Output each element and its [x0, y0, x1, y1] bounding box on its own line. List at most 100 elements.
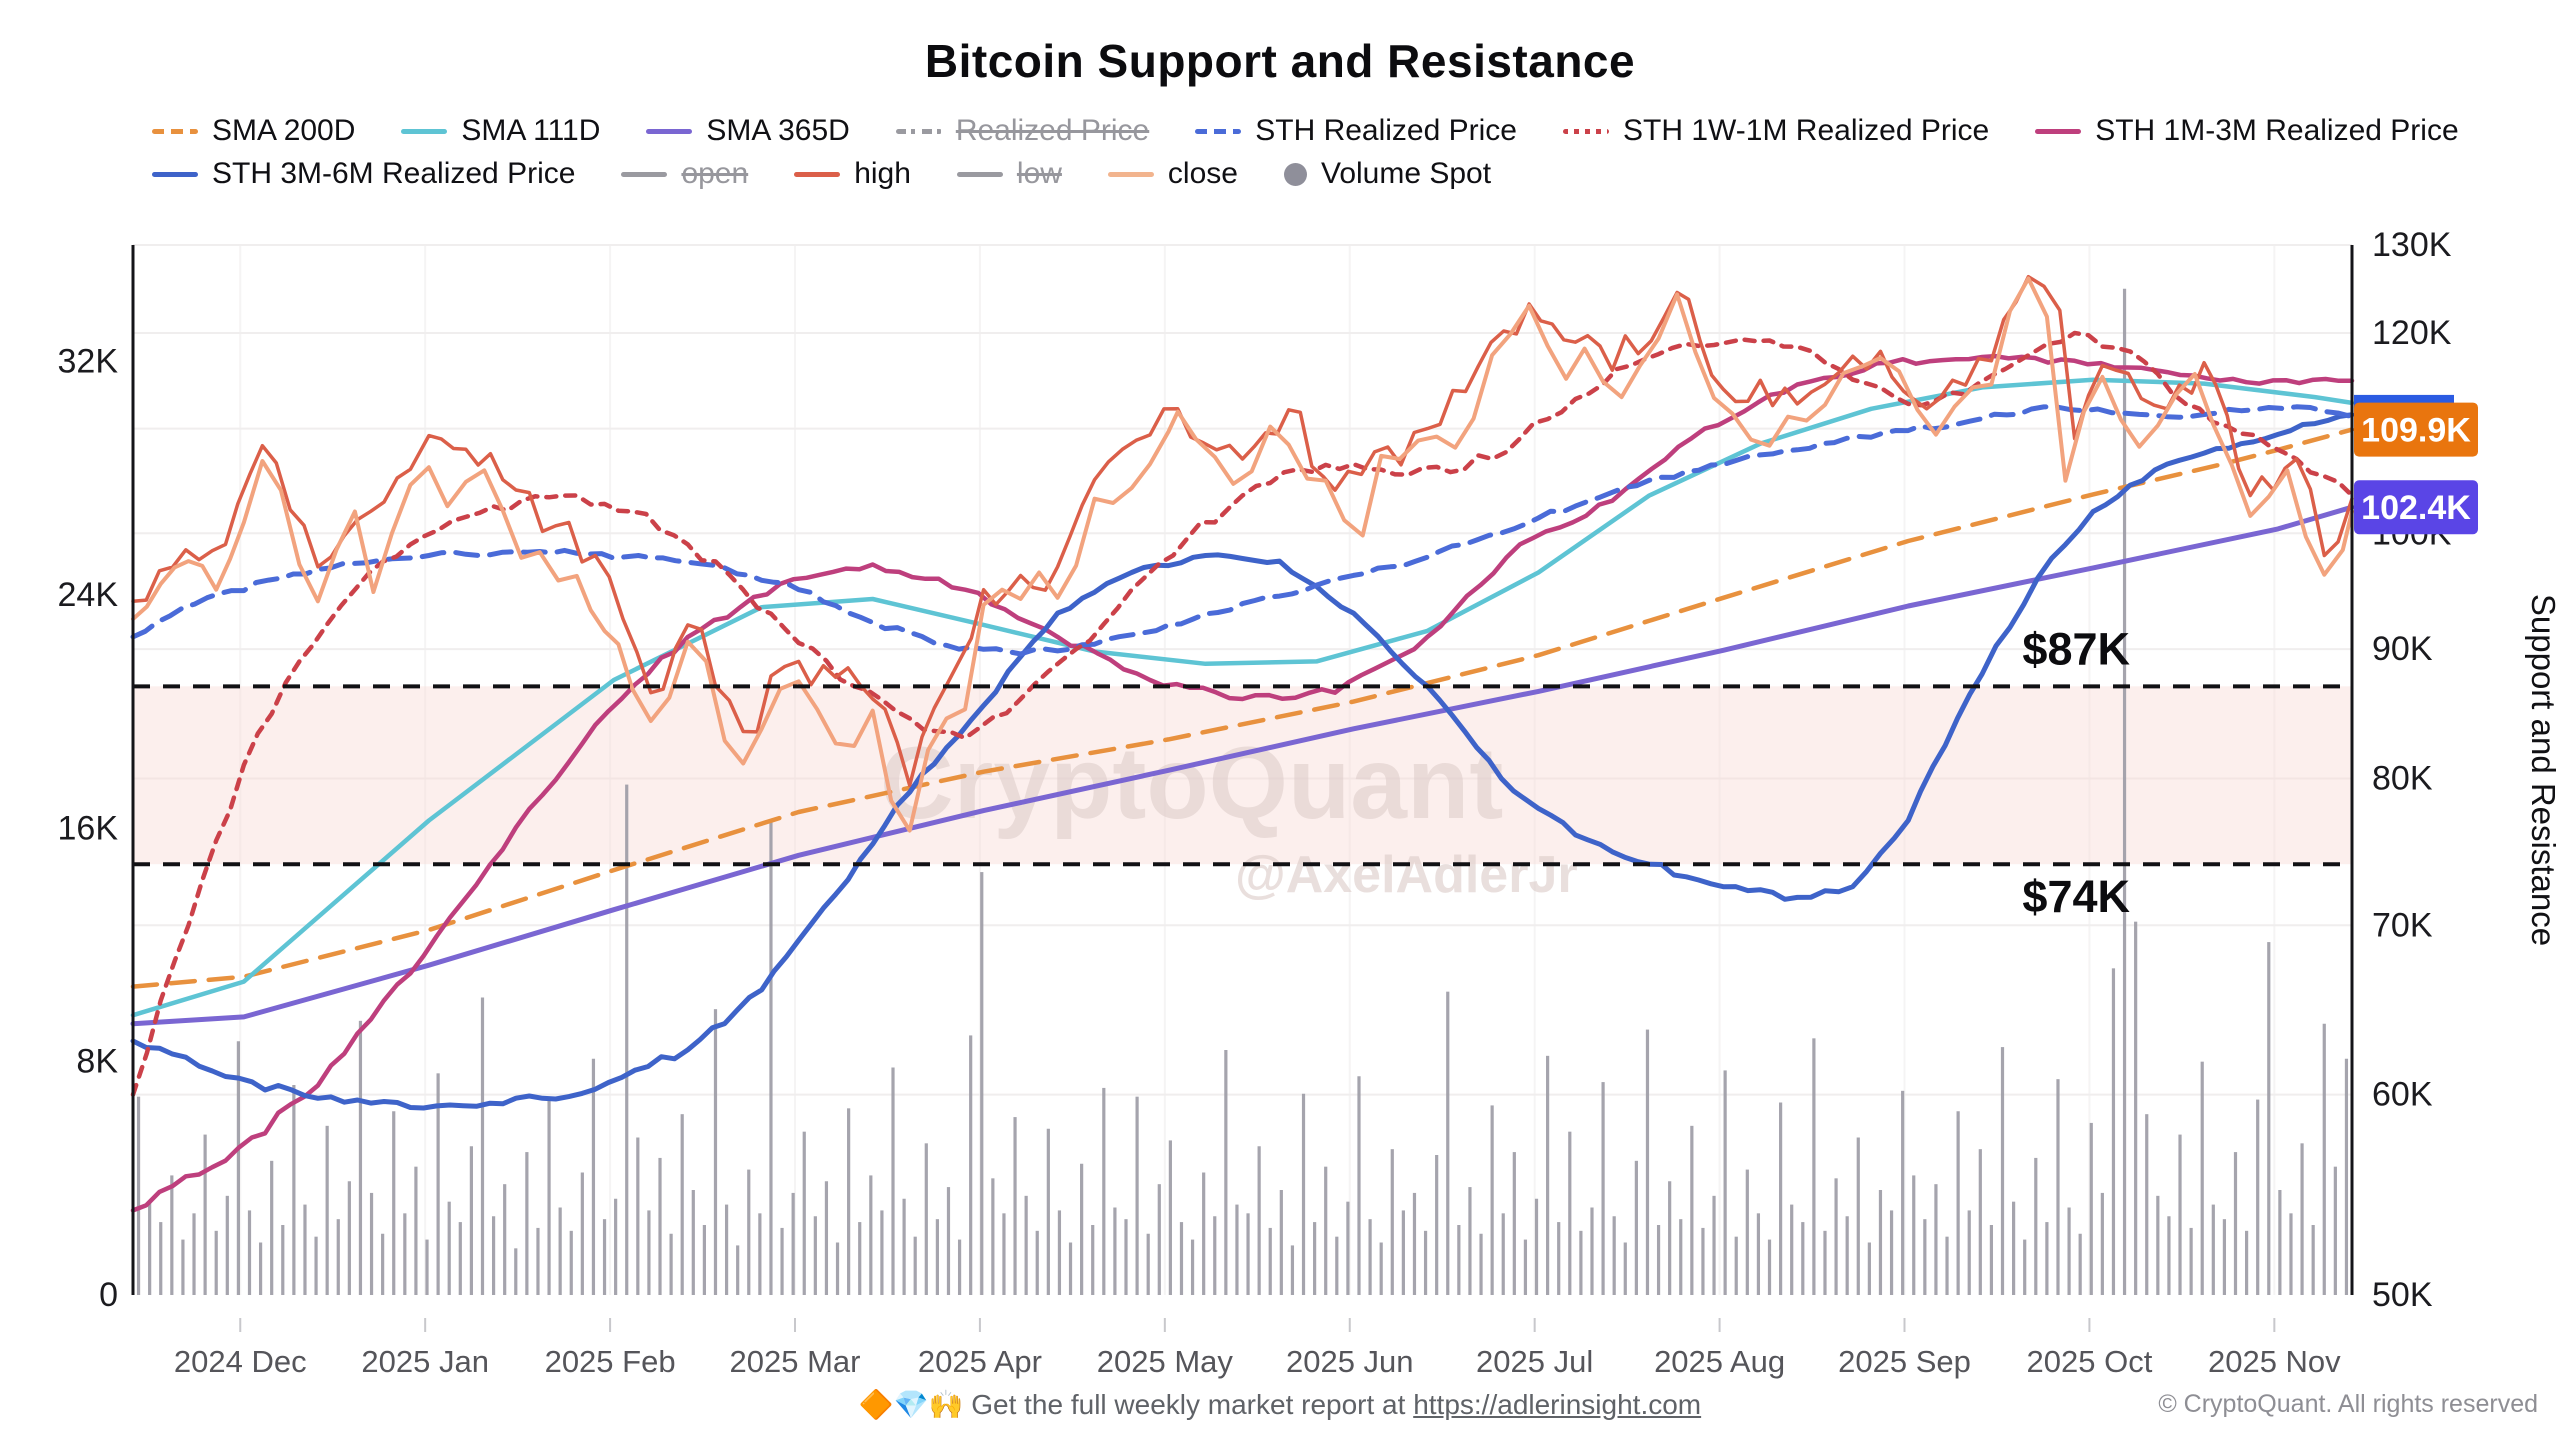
svg-text:2025 Jun: 2025 Jun	[1286, 1344, 1414, 1379]
legend-row-2: STH 3M-6M Realized Price open high low close…	[152, 157, 2459, 191]
svg-text:16K: 16K	[58, 809, 119, 847]
volume-spot-bars	[136, 288, 2349, 1295]
footer-report-line: 🔶💎🙌 Get the full weekly market report at…	[0, 1388, 2560, 1421]
legend-label: STH 3M-6M Realized Price	[212, 157, 576, 190]
series-sma111-line	[130, 377, 2355, 1018]
footer: 🔶💎🙌 Get the full weekly market report at…	[0, 1388, 2560, 1432]
svg-text:60K: 60K	[2372, 1076, 2433, 1114]
svg-text:0: 0	[99, 1276, 118, 1314]
svg-text:2024 Dec: 2024 Dec	[174, 1344, 307, 1379]
copyright-text: © CryptoQuant. All rights reserved	[2158, 1390, 2538, 1418]
legend-label: SMA 200D	[212, 114, 356, 147]
left-axis-ticks: 32K 24K 16K 8K 0	[58, 343, 119, 1314]
page-title: Bitcoin Support and Resistance	[924, 35, 1636, 87]
sth_rp-swatch-line	[1195, 128, 1242, 134]
watermark-handle: @AxelAdlerJr	[1235, 846, 1578, 904]
level-lines: $87K $74K	[133, 623, 2352, 922]
svg-text:130K: 130K	[2372, 226, 2452, 264]
open-swatch-line	[621, 171, 668, 177]
svg-text:2025 Jul: 2025 Jul	[1476, 1344, 1593, 1379]
footer-report-link[interactable]: https://adlerinsight.com	[1413, 1389, 1702, 1420]
volume-swatch-circle	[1283, 162, 1307, 186]
svg-text:90K: 90K	[2372, 630, 2433, 668]
series-sth_3m_6m-line	[130, 412, 2355, 1111]
right-axis-title: Support and Resistance	[2525, 594, 2560, 946]
svg-text:8K: 8K	[76, 1043, 118, 1081]
legend-item-sth_rp[interactable]: STH Realized Price	[1195, 114, 1517, 148]
svg-text:70K: 70K	[2372, 906, 2433, 944]
watermark-brand: CryptoQuant	[880, 726, 1503, 840]
legend-label: STH 1M-3M Realized Price	[2095, 114, 2459, 147]
svg-text:120K: 120K	[2372, 314, 2452, 352]
legend-label: Volume Spot	[1320, 157, 1492, 190]
sth_3m_6m-swatch-line	[152, 171, 198, 177]
legend-label: STH 1W-1M Realized Price	[1623, 114, 1990, 147]
sth_1w_1m-swatch-line	[1563, 128, 1609, 134]
chart-legend: SMA 200D SMA 111D SMA 365D Realized Price ST…	[152, 114, 2459, 191]
series-sma200-line	[130, 427, 2355, 989]
legend-label: SMA 365D	[706, 114, 850, 147]
legend-item-sma111[interactable]: SMA 111D	[401, 114, 600, 148]
series-sth_rp-line	[130, 404, 2355, 657]
legend-label: STH Realized Price	[1255, 114, 1517, 147]
series-high-line	[131, 274, 2354, 788]
svg-text:2025 Feb: 2025 Feb	[545, 1344, 676, 1379]
sma111-swatch-line	[401, 128, 448, 134]
svg-text:2025 Mar: 2025 Mar	[730, 1344, 861, 1379]
svg-text:2025 Jan: 2025 Jan	[361, 1344, 489, 1379]
gridlines	[133, 244, 2352, 1295]
legend-item-low[interactable]: low	[956, 157, 1062, 191]
legend-label: SMA 111D	[461, 114, 601, 147]
footer-emoji: 🔶💎🙌	[858, 1389, 964, 1420]
footer-text: Get the full weekly market report at	[971, 1389, 1414, 1420]
series-close-line	[131, 276, 2354, 833]
legend-item-sma365[interactable]: SMA 365D	[646, 114, 850, 148]
legend-item-sth_3m_6m[interactable]: STH 3M-6M Realized Price	[152, 157, 575, 191]
support-resistance-band	[133, 686, 2352, 865]
sma200-last-value-badge: 109.9K	[2354, 402, 2478, 457]
support-label: $74K	[2022, 871, 2130, 922]
svg-text:50K: 50K	[2372, 1276, 2433, 1314]
svg-text:32K: 32K	[58, 343, 119, 381]
legend-item-close[interactable]: close	[1107, 157, 1238, 191]
sma365-last-value-badge: 102.4K	[2354, 480, 2478, 535]
realized_price-swatch-line	[895, 128, 942, 134]
series-sth_1m_3m-line	[130, 353, 2355, 1213]
x-axis-ticks: 2024 Dec 2025 Jan 2025 Feb 2025 Mar 2025 Apr…	[174, 1318, 2341, 1379]
legend-item-open[interactable]: open	[621, 157, 748, 191]
series-sma365-line	[130, 504, 2355, 1027]
legend-label: high	[854, 157, 911, 190]
legend-label: open	[681, 157, 749, 190]
svg-text:102.4K: 102.4K	[2361, 489, 2471, 527]
legend-item-high[interactable]: high	[794, 157, 911, 191]
svg-text:80K: 80K	[2372, 760, 2433, 798]
resistance-label: $87K	[2022, 623, 2130, 674]
svg-text:2025 Sep: 2025 Sep	[1838, 1344, 1971, 1379]
legend-label: close	[1167, 157, 1238, 190]
sth_1m_3m-swatch-line	[2035, 128, 2082, 134]
high-swatch-line	[794, 171, 841, 177]
legend-item-sth_1w_1m[interactable]: STH 1W-1M Realized Price	[1563, 114, 1989, 148]
legend-item-volume[interactable]: Volume Spot	[1283, 157, 1492, 191]
close-swatch-line	[1107, 171, 1154, 177]
legend-row-1: SMA 200D SMA 111D SMA 365D Realized Price ST…	[152, 114, 2459, 148]
right-axis-ticks: 130K120K100K90K80K70K60K50K	[2372, 226, 2452, 1314]
low-swatch-line	[956, 171, 1003, 177]
svg-text:2025 Apr: 2025 Apr	[918, 1344, 1042, 1379]
svg-text:2025 May: 2025 May	[1097, 1344, 1234, 1379]
svg-text:24K: 24K	[58, 576, 119, 614]
legend-label: Realized Price	[955, 114, 1150, 147]
svg-text:109.9K: 109.9K	[2361, 412, 2471, 450]
legend-item-sma200[interactable]: SMA 200D	[152, 114, 355, 148]
sma200-swatch-line	[152, 128, 198, 134]
svg-text:2025 Oct: 2025 Oct	[2027, 1344, 2153, 1379]
legend-item-sth_1m_3m[interactable]: STH 1M-3M Realized Price	[2035, 114, 2459, 148]
legend-item-realized_price[interactable]: Realized Price	[895, 114, 1150, 148]
sma365-swatch-line	[646, 128, 693, 134]
watermark: CryptoQuant @AxelAdlerJr	[880, 726, 1578, 904]
legend-label: low	[1016, 157, 1062, 190]
svg-text:2025 Nov: 2025 Nov	[2208, 1344, 2341, 1379]
svg-text:2025 Aug: 2025 Aug	[1654, 1344, 1785, 1379]
